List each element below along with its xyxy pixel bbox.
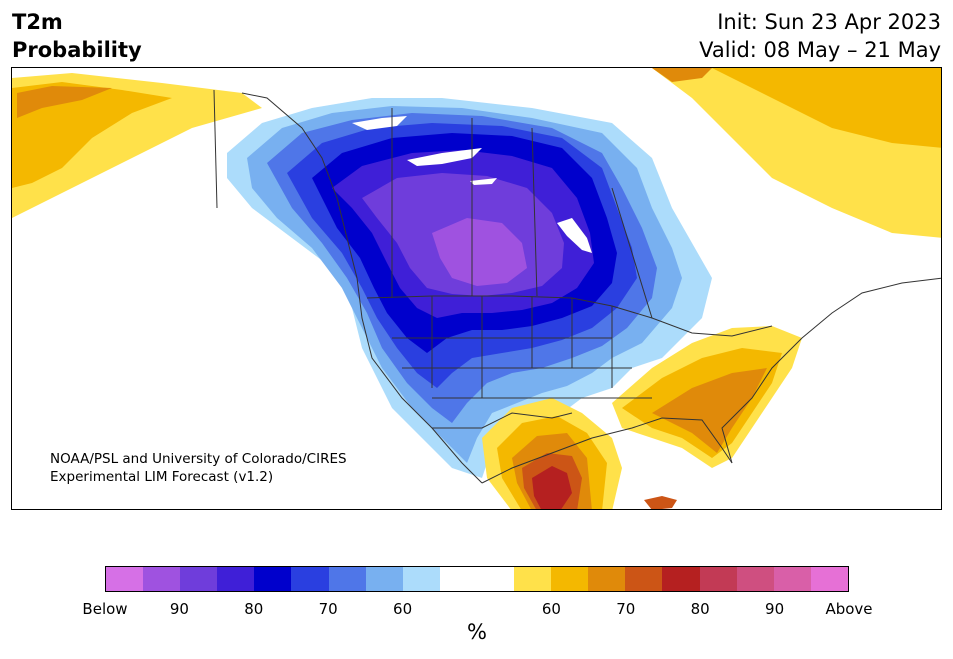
boundaries: [213, 89, 941, 484]
colorbar-swatch: [291, 567, 329, 591]
lake-athabasca: [470, 178, 497, 185]
valid-range: Valid: 08 May – 21 May: [699, 38, 941, 62]
colorbar-tick-label: 60: [393, 600, 413, 618]
colorbar-tick-label: 70: [616, 600, 636, 618]
colorbar-swatch: [662, 567, 700, 591]
lake-winnipeg: [557, 218, 592, 253]
state-lines-2: [392, 337, 652, 399]
credit-line-1: NOAA/PSL and University of Colorado/CIRE…: [50, 451, 347, 467]
map-canvas: [12, 68, 941, 509]
colorbar-tick-label: 80: [690, 600, 710, 618]
greenland-warm-70: [712, 68, 941, 148]
colorbar-swatch: [588, 567, 626, 591]
great-slave-lake: [407, 148, 482, 166]
forecast-map: NOAA/PSL and University of Colorado/CIRE…: [11, 67, 942, 510]
coastline-east: [721, 277, 941, 464]
map-credit: NOAA/PSL and University of Colorado/CIRE…: [50, 450, 347, 486]
colorbar-swatch: [514, 567, 552, 591]
great-bear-lake: [352, 116, 407, 130]
alaska-border: [213, 89, 218, 209]
colorbar-tick-label: 80: [244, 600, 264, 618]
colorbar-swatch: [365, 567, 403, 591]
colorbar-swatch: [439, 567, 477, 591]
colorbar-swatch: [476, 567, 515, 591]
mexico-border: [432, 412, 573, 429]
state-lines-1: [431, 296, 613, 398]
coastline-gulf: [481, 417, 733, 484]
colorbar-swatch: [180, 567, 218, 591]
colorbar-tick-label: 90: [169, 600, 189, 618]
colorbar-tick-label: 70: [318, 600, 338, 618]
colorbar-swatch: [699, 567, 737, 591]
colorbar: [105, 566, 849, 592]
colorbar-swatch: [736, 567, 774, 591]
alaska-warm-70: [12, 82, 172, 188]
province-lines: [391, 108, 653, 319]
colorbar-swatch: [328, 567, 366, 591]
credit-line-2: Experimental LIM Forecast (v1.2): [50, 469, 274, 485]
colorbar-swatch: [217, 567, 255, 591]
tx-warm-90: [532, 466, 572, 509]
colorbar-tick-label: 90: [765, 600, 785, 618]
title-line-2: Probability: [12, 38, 142, 62]
colorbar-swatch: [625, 567, 663, 591]
colorbar-swatch: [143, 567, 181, 591]
forecast-dates: Init: Sun 23 Apr 2023 Valid: 08 May – 21…: [699, 8, 941, 64]
colorbar-tick-label: Below: [82, 600, 128, 618]
colorbar-swatch: [551, 567, 589, 591]
alaska-warm-80: [17, 86, 112, 118]
colorbar-swatch: [254, 567, 292, 591]
cold-95: [432, 218, 527, 286]
cuba-warm: [644, 496, 677, 509]
se-warm-80: [652, 368, 767, 453]
greenland-warm-80: [652, 68, 712, 82]
colorbar-swatch: [810, 567, 848, 591]
colorbar-swatch: [106, 567, 144, 591]
colorbar-swatch: [773, 567, 811, 591]
colorbar-tick-label: Above: [825, 600, 873, 618]
colorbar-unit: %: [467, 620, 487, 644]
colorbar-swatch: [402, 567, 440, 591]
colorbar-tick-label: 60: [541, 600, 561, 618]
title-line-1: T2m: [12, 10, 63, 34]
map-title: T2m Probability: [12, 8, 142, 64]
init-date: Init: Sun 23 Apr 2023: [717, 10, 941, 34]
